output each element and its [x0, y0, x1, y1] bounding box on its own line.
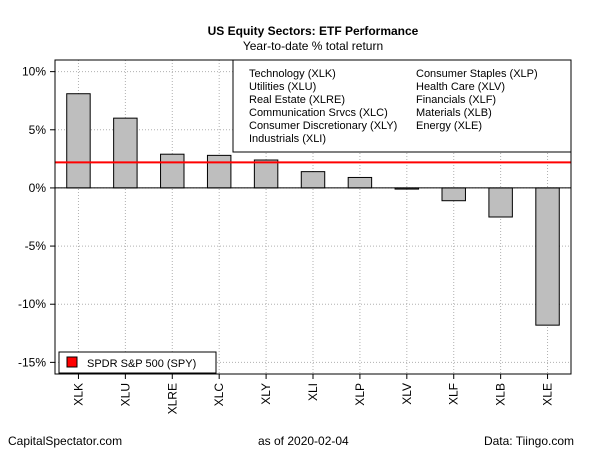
bar-xle: [535, 187, 560, 326]
legend-entry: Communication Srvcs (XLC): [249, 107, 388, 119]
legend-entry: Energy (XLE): [416, 120, 482, 132]
x-tick-label: XLY: [259, 383, 273, 405]
x-tick-label: XLU: [118, 383, 132, 406]
y-tick-label: -15%: [18, 355, 46, 369]
legend-entry: Financials (XLF): [416, 94, 496, 106]
legend-entry: Real Estate (XLRE): [249, 94, 345, 106]
chart-subtitle: Year-to-date % total return: [243, 39, 383, 53]
x-tick-label: XLI: [306, 383, 320, 401]
x-tick-label: XLP: [353, 383, 367, 406]
y-tick-label: -10%: [18, 297, 46, 311]
bar-xlu: [113, 117, 138, 189]
footer-data-credit: Data: Tiingo.com: [484, 434, 574, 448]
bar-xly: [253, 159, 279, 189]
footer-source-site: CapitalSpectator.com: [8, 434, 122, 448]
y-axis: 10% 5% 0% -5% -10% -15%: [18, 65, 55, 369]
chart-title: US Equity Sectors: ETF Performance: [208, 24, 419, 38]
x-tick-label: XLE: [541, 383, 555, 406]
legend-entry: Technology (XLK): [249, 68, 336, 80]
legend-entry: Consumer Discretionary (XLY): [249, 120, 397, 132]
sector-legend-box: [232, 59, 572, 153]
spy-legend-swatch: [66, 356, 78, 368]
x-tick-label: XLK: [71, 383, 85, 406]
x-tick-label: XLRE: [165, 383, 179, 414]
legend-entry: Industrials (XLI): [249, 133, 326, 145]
footer-date: as of 2020-02-04: [258, 434, 349, 448]
bar-xlf: [441, 187, 466, 202]
y-tick-label: 0%: [29, 181, 47, 195]
spy-legend-label: SPDR S&P 500 (SPY): [87, 358, 196, 370]
bar-xli: [300, 171, 326, 189]
legend-entry: Health Care (XLV): [416, 81, 505, 93]
legend-entry: Materials (XLB): [416, 107, 492, 119]
x-axis: XLK XLU XLRE XLC XLY XLI XLP XLV XLF XLB XLE: [71, 374, 555, 414]
bar-xlp: [347, 176, 373, 189]
x-tick-label: XLV: [400, 383, 414, 405]
bar-xlre: [160, 153, 185, 189]
legend-entry: Consumer Staples (XLP): [416, 68, 538, 80]
sector-legend: Technology (XLK)Utilities (XLU)Real Esta…: [232, 59, 572, 153]
y-tick-label: 10%: [22, 65, 46, 79]
x-tick-label: XLB: [494, 383, 508, 406]
bar-xlk: [66, 93, 91, 189]
spy-legend-box: [58, 351, 217, 374]
spy-legend: SPDR S&P 500 (SPY): [58, 351, 217, 374]
x-tick-label: XLC: [212, 383, 226, 407]
y-tick-label: -5%: [25, 239, 47, 253]
bar-xlc: [206, 154, 232, 189]
x-tick-label: XLF: [447, 383, 461, 405]
legend-entry: Utilities (XLU): [249, 81, 316, 93]
bar-xlb: [488, 187, 513, 218]
bars: [66, 93, 560, 326]
y-tick-label: 5%: [29, 123, 47, 137]
plot-border: [54, 59, 572, 375]
